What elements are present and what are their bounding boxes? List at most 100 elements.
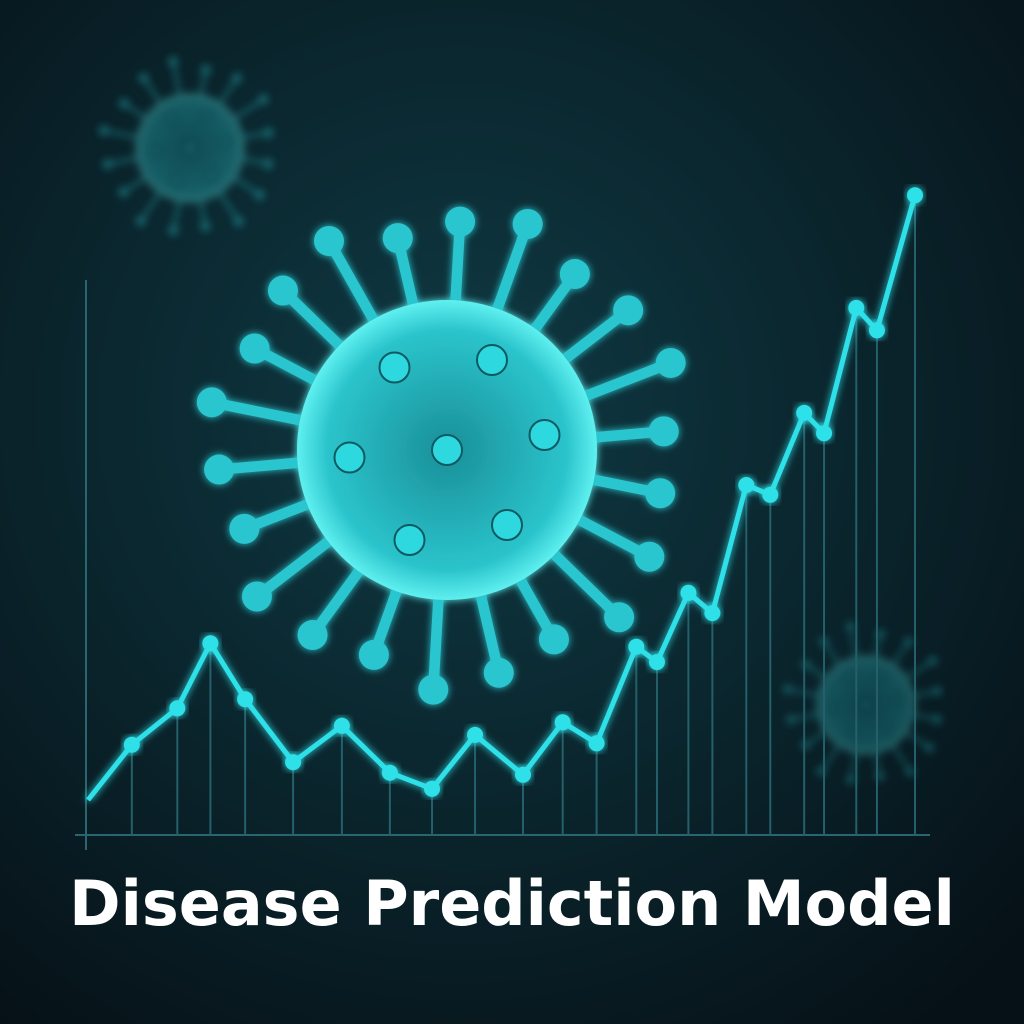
- point: [796, 404, 813, 421]
- receptor: [333, 441, 366, 474]
- spike-head: [382, 223, 413, 254]
- point: [680, 584, 697, 601]
- receptor: [200, 108, 213, 122]
- point: [424, 780, 441, 797]
- spike-head: [559, 259, 590, 290]
- spike-head: [932, 686, 943, 697]
- spike: [428, 579, 445, 695]
- spike-head: [199, 220, 211, 232]
- spike: [215, 187, 241, 224]
- virus: [196, 206, 686, 705]
- receptor: [164, 111, 178, 125]
- spike-head: [254, 189, 266, 201]
- spike: [561, 507, 655, 563]
- spike: [789, 711, 824, 722]
- point: [704, 605, 721, 622]
- chart-title: Disease Prediction Model: [69, 867, 955, 940]
- spike: [251, 527, 346, 602]
- spike-head: [358, 639, 389, 670]
- spike-head: [229, 513, 260, 544]
- spike: [889, 740, 912, 774]
- spike-head: [257, 93, 269, 105]
- spike-head: [167, 56, 179, 68]
- virus: [98, 56, 274, 236]
- spike: [206, 397, 320, 429]
- spike-head: [196, 387, 227, 418]
- spike-head: [239, 333, 270, 364]
- spike-head: [538, 624, 569, 655]
- spike-head: [645, 478, 676, 509]
- spike-head: [445, 206, 476, 237]
- spike-head: [782, 684, 793, 695]
- spike: [538, 538, 625, 623]
- spike-head: [262, 127, 274, 139]
- spike: [889, 640, 911, 670]
- spike-head: [845, 774, 856, 785]
- spike-head: [267, 275, 298, 306]
- spike-head: [233, 215, 245, 227]
- spike-head: [118, 186, 130, 198]
- spike: [901, 659, 935, 682]
- point: [169, 700, 186, 717]
- spike-head: [634, 541, 665, 572]
- spike-head: [135, 215, 147, 227]
- point: [285, 754, 302, 771]
- point: [628, 638, 645, 655]
- spike-head: [905, 766, 916, 777]
- spike-head: [786, 714, 797, 725]
- spike: [567, 357, 676, 407]
- point: [467, 726, 484, 743]
- point: [515, 766, 532, 783]
- receptor: [393, 524, 426, 556]
- point: [554, 714, 571, 731]
- spike: [215, 76, 239, 109]
- spike-head: [483, 657, 514, 688]
- spike-head: [924, 742, 935, 753]
- spike: [901, 728, 931, 750]
- spike-head: [932, 714, 943, 725]
- spike-head: [167, 224, 179, 236]
- spike-head: [800, 659, 811, 670]
- spike: [229, 173, 262, 197]
- spike-head: [800, 740, 811, 751]
- point: [816, 425, 833, 442]
- point: [907, 187, 923, 204]
- spike-head: [241, 581, 272, 612]
- receptor: [169, 174, 183, 188]
- plot: [86, 187, 923, 835]
- point: [237, 691, 254, 708]
- spike-head: [512, 208, 543, 239]
- receptor: [827, 701, 840, 714]
- receptor: [491, 509, 523, 541]
- receptor: [528, 419, 561, 451]
- spike-head: [231, 72, 243, 84]
- spike: [105, 155, 144, 166]
- receptor: [880, 724, 892, 736]
- spike-head: [314, 226, 345, 257]
- spike-head: [418, 674, 449, 705]
- spike-head: [655, 347, 686, 378]
- spike-head: [903, 636, 914, 647]
- spike: [449, 216, 466, 321]
- spike-head: [845, 621, 856, 632]
- receptor: [219, 136, 233, 149]
- receptor: [183, 141, 197, 155]
- point: [868, 322, 885, 339]
- spike: [487, 218, 533, 329]
- spike-head: [118, 97, 130, 109]
- spike: [171, 194, 183, 233]
- spike-head: [138, 72, 150, 84]
- spike-head: [297, 620, 328, 651]
- receptor: [205, 169, 219, 182]
- spike: [307, 553, 373, 641]
- spike: [323, 235, 386, 338]
- point: [123, 736, 140, 753]
- spike: [472, 576, 505, 679]
- spike: [277, 285, 356, 362]
- spike-head: [200, 64, 212, 76]
- point: [762, 486, 779, 503]
- spike: [229, 97, 266, 123]
- spike-head: [204, 454, 235, 485]
